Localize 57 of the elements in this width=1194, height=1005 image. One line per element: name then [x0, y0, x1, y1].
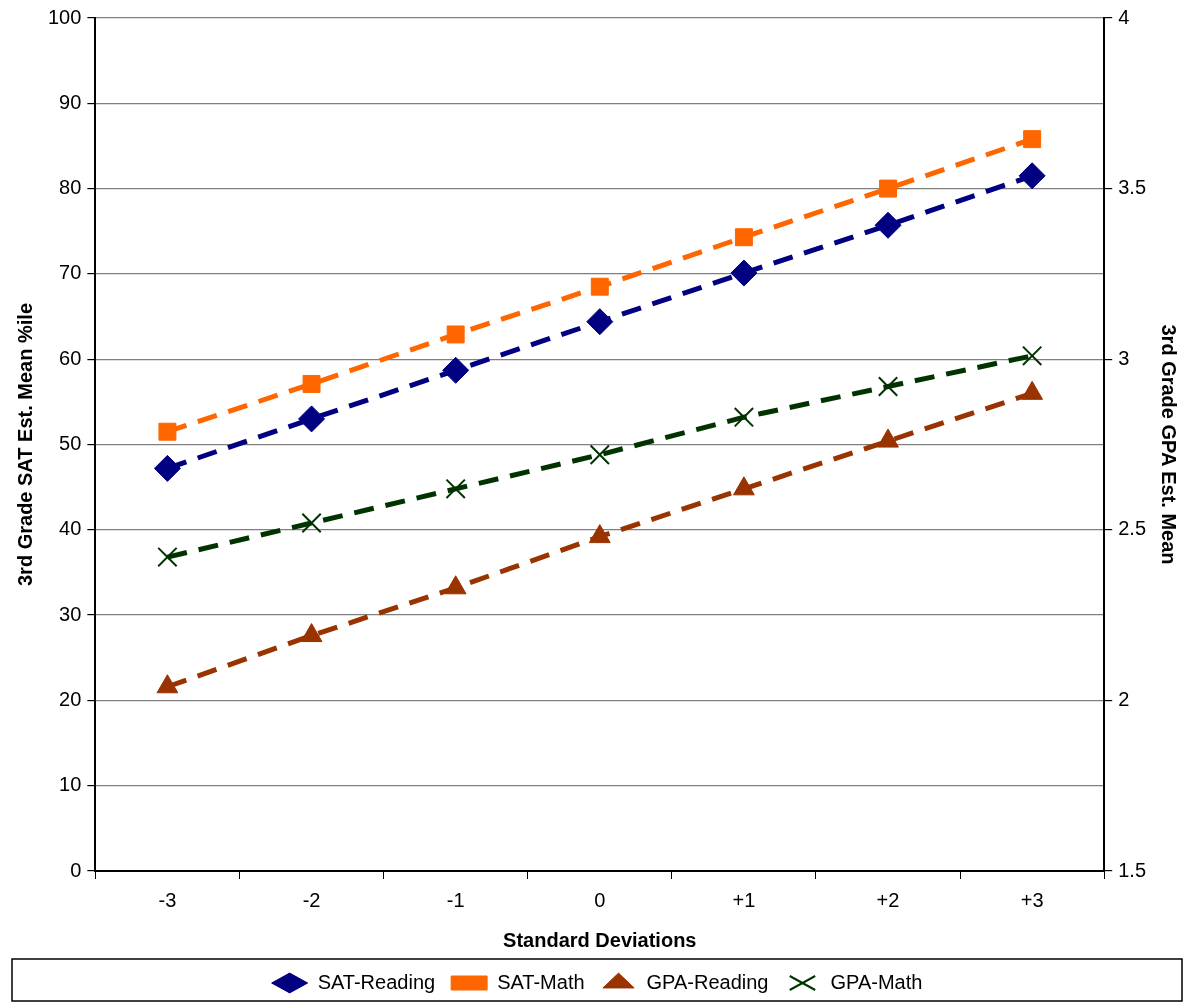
y-axis-title: 3rd Grade SAT Est. Mean %ile — [13, 302, 36, 587]
point — [158, 422, 177, 441]
point — [590, 277, 609, 296]
point — [1018, 162, 1046, 190]
point — [877, 376, 899, 397]
point — [1021, 345, 1043, 366]
x-tick-label: -1 — [446, 888, 465, 911]
point — [588, 524, 611, 544]
y-tick-label: 80 — [59, 176, 82, 199]
x-tick-label: -3 — [158, 888, 177, 911]
y-tick-label: 0 — [70, 858, 82, 881]
point — [300, 623, 323, 643]
y-tick-label: 90 — [59, 90, 82, 113]
point — [730, 259, 758, 287]
point — [586, 308, 614, 336]
x-tick-label: -2 — [302, 888, 321, 911]
y2-tick-label: 3 — [1118, 346, 1130, 369]
point — [301, 512, 322, 534]
point — [733, 476, 755, 496]
point — [153, 454, 181, 482]
point — [444, 575, 467, 595]
y2-axis-title: 3rd Grade GPA Est. Mean — [1158, 324, 1181, 565]
point — [874, 211, 902, 239]
y2-tick-label: 2 — [1118, 687, 1130, 710]
legend-label: GPA-Reading — [646, 970, 769, 993]
y-tick-label: 20 — [59, 687, 82, 710]
y2-tick-label: 3.5 — [1118, 176, 1147, 199]
point — [298, 405, 326, 433]
x-tick-label: +3 — [1020, 888, 1044, 911]
x-axis-title: Standard Deviations — [503, 928, 697, 951]
point — [442, 356, 470, 384]
point — [302, 374, 321, 393]
y-tick-label: 30 — [59, 602, 82, 625]
legend-label: SAT-Math — [497, 970, 585, 993]
y-tick-label: 60 — [59, 346, 82, 369]
y-tick-label: 100 — [47, 5, 82, 28]
point — [156, 674, 179, 694]
x-tick-label: +1 — [732, 888, 756, 911]
x-tick-label: +2 — [876, 888, 900, 911]
point — [734, 228, 753, 247]
y-tick-label: 70 — [59, 261, 82, 284]
point — [446, 325, 465, 344]
point — [733, 407, 755, 428]
legend-label: SAT-Reading — [317, 970, 436, 993]
point — [879, 179, 898, 198]
y-tick-label: 10 — [59, 773, 82, 796]
y2-tick-label: 2.5 — [1118, 517, 1147, 540]
y2-tick-label: 1.5 — [1118, 858, 1147, 881]
y-tick-label: 50 — [59, 432, 82, 455]
point — [157, 546, 178, 568]
y-tick-label: 40 — [59, 517, 82, 540]
point — [445, 478, 466, 500]
y2-tick-label: 4 — [1118, 5, 1130, 28]
point — [589, 444, 610, 465]
point — [1023, 130, 1042, 149]
legend-label: GPA-Math — [830, 970, 923, 993]
x-tick-label: 0 — [594, 888, 606, 911]
